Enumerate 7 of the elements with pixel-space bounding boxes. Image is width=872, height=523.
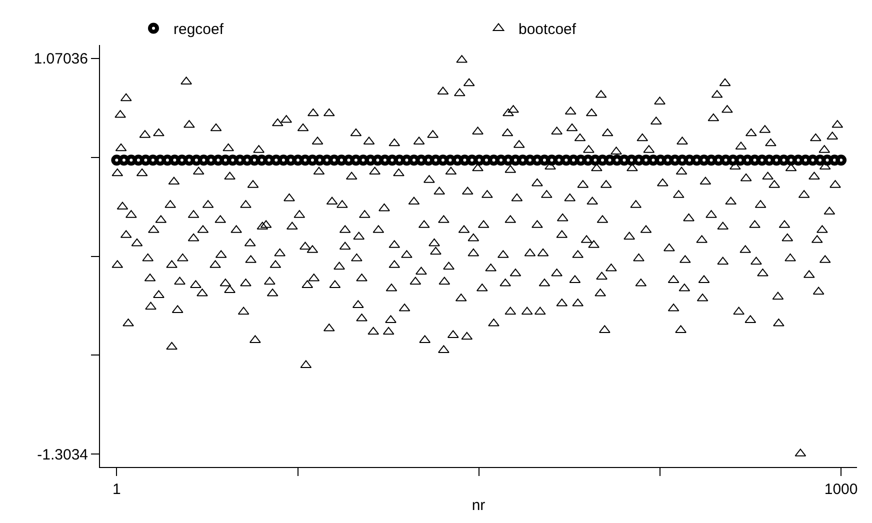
legend-label: bootcoef: [518, 21, 577, 38]
y-tick-label: 1.07036: [34, 50, 88, 68]
x-tick-label: 1000: [824, 481, 858, 498]
legend-label: regcoef: [174, 21, 224, 38]
y-tick-label: -1.3034: [37, 446, 88, 464]
x-tick-label: 1: [112, 481, 121, 498]
x-axis-title: nr: [472, 497, 486, 514]
